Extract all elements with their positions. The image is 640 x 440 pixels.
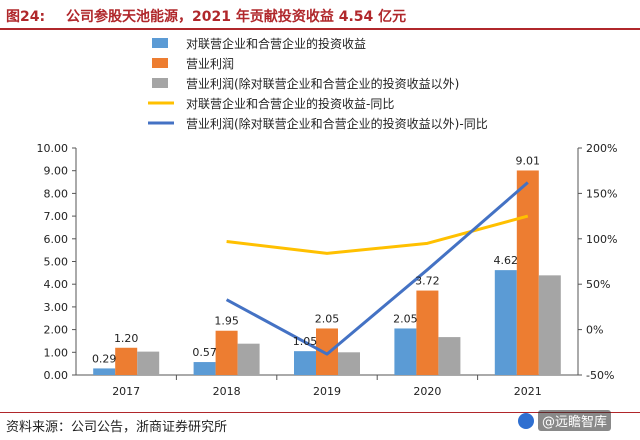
left-tick-label: 6.00 <box>44 233 69 246</box>
line-series-0 <box>226 214 529 255</box>
line-series-1 <box>225 181 529 356</box>
figure-label: 图24: <box>6 9 46 25</box>
bar-s1-2021 <box>516 170 539 375</box>
legend-swatch-bar-2 <box>152 78 168 88</box>
watermark: 头条 @远瞻智库 <box>488 410 612 431</box>
legend-swatch-bar-1 <box>152 58 168 68</box>
legend-label-bar-2: 营业利润(除对联营企业和合营企业的投资收益以外) <box>186 76 459 91</box>
x-tick-label: 2017 <box>112 385 140 398</box>
source-note: 资料来源：公司公告，浙商证券研究所 <box>6 420 228 435</box>
watermark-prefix: 头条 <box>488 415 515 430</box>
bar-s0-2019 <box>294 351 316 375</box>
chart-canvas: 对联营企业和合营企业的投资收益营业利润营业利润(除对联营企业和合营企业的投资收益… <box>37 36 618 398</box>
legend-label-bar-1: 营业利润 <box>186 57 234 71</box>
data-label-s0-2017: 0.29 <box>92 352 117 365</box>
data-label-s0-2018: 0.57 <box>192 346 217 359</box>
right-tick-label: 150% <box>586 187 617 200</box>
legend-label-bar-0: 对联营企业和合营企业的投资收益 <box>186 36 366 51</box>
left-tick-label: 2.00 <box>44 324 69 337</box>
left-tick-label: 5.00 <box>44 256 69 269</box>
chart-lines <box>225 181 529 356</box>
data-label-s1-2021: 9.01 <box>516 154 541 167</box>
x-tick-label: 2020 <box>413 385 441 398</box>
bar-s0-2021 <box>494 270 517 375</box>
data-label-s0-2021: 4.62 <box>494 254 519 267</box>
bar-s2-2018 <box>237 343 260 375</box>
footer-divider <box>0 412 640 413</box>
bar-s2-2017 <box>137 351 160 375</box>
data-label-s0-2019: 1.05 <box>293 335 318 348</box>
bar-s1-2017 <box>115 347 138 375</box>
bar-s2-2019 <box>338 352 360 375</box>
data-label-s0-2020: 2.05 <box>393 312 418 325</box>
bar-s2-2020 <box>438 337 461 375</box>
right-tick-label: -50% <box>586 369 614 382</box>
right-tick-label: 50% <box>586 278 610 291</box>
bar-s0-2017 <box>93 368 116 375</box>
left-tick-label: 0.00 <box>44 369 69 382</box>
bar-s1-2019 <box>316 328 338 375</box>
figure-title: 公司参股天池能源，2021 年贡献投资收益 4.54 亿元 <box>66 9 407 25</box>
left-tick-label: 10.00 <box>37 142 69 155</box>
x-tick-label: 2019 <box>313 385 341 398</box>
legend-swatch-bar-0 <box>152 38 168 48</box>
title-bar: 图24: 公司参股天池能源，2021 年贡献投资收益 4.54 亿元 <box>0 0 640 30</box>
bar-s1-2018 <box>215 330 238 375</box>
watermark-name: @远瞻智库 <box>538 410 612 431</box>
data-label-s1-2018: 1.95 <box>214 315 239 328</box>
chart-legend: 对联营企业和合营企业的投资收益营业利润营业利润(除对联营企业和合营企业的投资收益… <box>148 36 488 131</box>
data-label-s1-2019: 2.05 <box>315 312 340 325</box>
data-label-s1-2017: 1.20 <box>114 332 139 345</box>
right-tick-label: 200% <box>586 142 617 155</box>
right-tick-label: 100% <box>586 233 617 246</box>
bar-s2-2021 <box>538 275 561 375</box>
x-tick-label: 2021 <box>514 385 542 398</box>
right-tick-label: 0% <box>586 324 603 337</box>
legend-label-line-0: 对联营企业和合营企业的投资收益-同比 <box>186 96 394 111</box>
left-tick-label: 1.00 <box>44 346 69 359</box>
watermark-logo-icon <box>518 412 535 429</box>
bar-s1-2020 <box>416 290 439 375</box>
left-tick-label: 7.00 <box>44 210 69 223</box>
x-tick-label: 2018 <box>213 385 241 398</box>
left-tick-label: 3.00 <box>44 301 69 314</box>
bar-s0-2018 <box>193 362 216 375</box>
left-tick-label: 8.00 <box>44 187 69 200</box>
left-tick-label: 4.00 <box>44 278 69 291</box>
chart-axes: 0.00 1.00 2.00 3.00 4.00 5.00 6.00 7.00 8.00 9.00… <box>37 142 618 398</box>
title-divider <box>0 28 640 30</box>
chart-bars <box>93 170 561 375</box>
data-label-s1-2020: 3.72 <box>415 275 440 288</box>
left-tick-label: 9.00 <box>44 165 69 178</box>
chart-data-labels: 0.29 0.57 1.05 2.05 4.62 1.20 1.95 2.05 3.72 9.01 <box>92 154 540 365</box>
legend-label-line-1: 营业利润(除对联营企业和合营企业的投资收益以外)-同比 <box>186 116 488 131</box>
bar-s0-2020 <box>394 328 417 375</box>
